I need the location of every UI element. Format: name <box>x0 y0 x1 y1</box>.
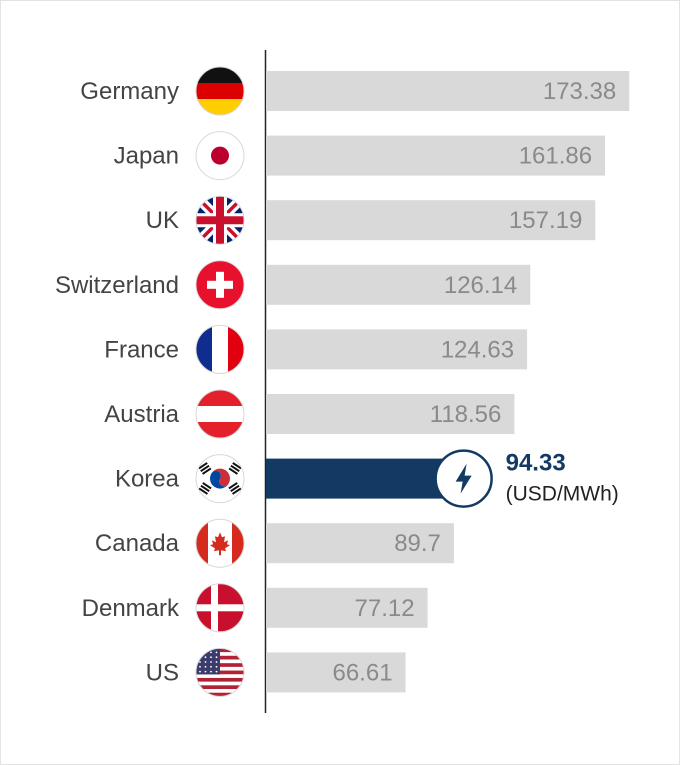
highlight-unit-label: (USD/MWh) <box>506 483 619 506</box>
bar-denmark <box>266 587 428 628</box>
value-label-denmark: 77.12 <box>355 595 415 622</box>
labels-layer: Germany 173.38 Japan 161.86 UK 157.19 Switzerl… <box>55 78 616 686</box>
bar-germany <box>266 71 630 111</box>
country-label-france: France <box>104 336 179 363</box>
value-label-us: 66.61 <box>332 659 392 686</box>
highlight-value-label: 94.33 <box>506 450 566 477</box>
denmark-flag-icon <box>195 583 245 633</box>
japan-flag-icon <box>195 131 245 181</box>
switzerland-flag-icon <box>195 260 245 310</box>
lightning-bolt-icon <box>434 449 493 508</box>
bar-us <box>266 652 406 693</box>
korea-flag-icon <box>195 454 245 504</box>
flags-layer <box>195 66 245 697</box>
uk-flag-icon <box>195 195 245 245</box>
value-label-switzerland: 126.14 <box>444 272 517 299</box>
country-label-us: US <box>146 659 179 686</box>
country-label-korea: Korea <box>115 466 180 493</box>
austria-flag-icon <box>195 389 245 439</box>
highlight-layer: 94.33 (USD/MWh) <box>434 449 619 508</box>
country-label-germany: Germany <box>80 78 179 105</box>
value-label-france: 124.63 <box>441 336 514 363</box>
bar-korea <box>266 458 464 499</box>
bar-france <box>266 329 528 370</box>
germany-flag-icon <box>195 66 245 116</box>
bar-japan <box>266 135 606 176</box>
bar-uk <box>266 200 596 241</box>
bar-canada <box>266 523 454 564</box>
country-label-japan: Japan <box>114 143 179 170</box>
canada-flag-icon <box>195 518 245 568</box>
value-label-germany: 173.38 <box>543 78 616 105</box>
bars-layer <box>266 71 630 693</box>
country-label-uk: UK <box>146 207 179 234</box>
country-label-denmark: Denmark <box>82 595 180 622</box>
value-label-japan: 161.86 <box>519 143 592 170</box>
bar-austria <box>266 394 515 434</box>
bar-switzerland <box>266 264 531 305</box>
country-label-canada: Canada <box>95 530 180 557</box>
value-label-canada: 89.7 <box>394 530 441 557</box>
country-label-switzerland: Switzerland <box>55 272 179 299</box>
france-flag-icon <box>195 324 245 374</box>
value-label-austria: 118.56 <box>430 401 502 428</box>
us-flag-icon <box>195 647 245 697</box>
value-label-uk: 157.19 <box>509 207 582 234</box>
country-label-austria: Austria <box>104 401 179 428</box>
